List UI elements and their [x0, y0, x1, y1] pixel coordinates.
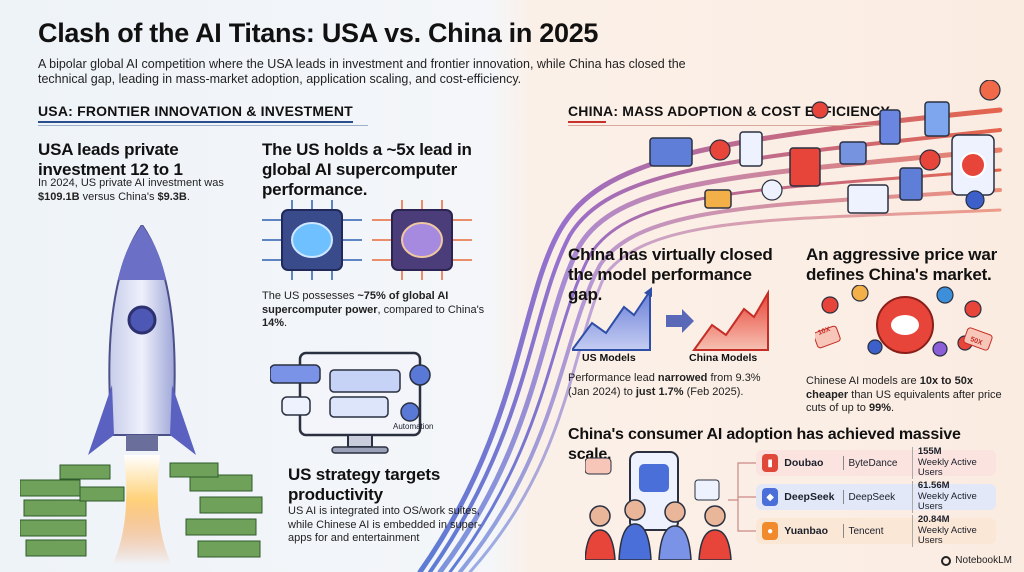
price-war-illustration [815, 285, 993, 357]
china-price-text: Chinese AI models are 10x to 50x cheaper… [806, 375, 1002, 414]
productivity-monitor-illustration [270, 351, 431, 454]
app-company: DeepSeek [848, 491, 896, 503]
cn-compute-share: 14% [262, 317, 285, 329]
rocket-illustration [20, 225, 263, 565]
app-name: Yuanbao [784, 525, 829, 537]
usa-compute-heading: The US holds a ~5x lead in global AI sup… [262, 140, 472, 199]
page-subtitle: A bipolar global AI competition where th… [38, 57, 686, 86]
deepseek-app-icon: ◆ [762, 488, 779, 506]
china-section-title: CHINA: MASS ADOPTION & COST EFFICIENCY [568, 103, 891, 123]
page-title: Clash of the AI Titans: USA vs. China in… [38, 18, 599, 48]
consumer-adoption-illustration [585, 451, 732, 560]
usa-strategy-heading: US strategy targets productivity [288, 465, 441, 504]
china-price-heading: An aggressive price war defines China's … [806, 245, 997, 284]
china-performance-heading: China has virtually closed the model per… [568, 245, 773, 304]
china-section-divider [568, 125, 898, 126]
brand-watermark: NotebookLM [941, 555, 1012, 566]
app-users: 155M Weekly Active Users [911, 447, 996, 479]
usa-section-title: USA: FRONTIER INNOVATION & INVESTMENT [38, 103, 353, 123]
device-icons-cloud [649, 80, 1001, 214]
app-row-doubao: ▮ Doubao ByteDance 155M Weekly Active Use… [756, 447, 996, 479]
notebooklm-logo-icon [941, 555, 952, 566]
us-models-label: US Models [582, 352, 636, 364]
usa-compute-text: The US possesses ~75% of global AI super… [262, 290, 485, 329]
usa-investment-text: In 2024, US private AI investment was $1… [38, 177, 224, 203]
app-users: 61.56M Weekly Active Users [911, 481, 996, 513]
app-name: DeepSeek [784, 491, 835, 503]
app-company: Tencent [848, 525, 884, 537]
china-models-label: China Models [689, 352, 758, 364]
app-name: Doubao [784, 457, 824, 469]
app-company: ByteDance [848, 457, 898, 469]
usa-section-divider [38, 125, 368, 126]
yuanbao-app-icon: ● [762, 522, 779, 540]
china-performance-text: Performance lead narrowed from 9.3% (Jan… [568, 372, 761, 398]
usa-strategy-text: US AI is integrated into OS/work suites,… [288, 505, 482, 544]
cn-investment-amount: $9.3B [157, 190, 187, 203]
automation-label: Automation [393, 422, 434, 431]
app-users: 20.84M Weekly Active Users [911, 515, 996, 547]
performance-chart-illustration [572, 287, 769, 351]
app-row-deepseek: ◆ DeepSeek DeepSeek 61.56M Weekly Active … [756, 481, 996, 513]
app-connector-lines [728, 462, 756, 532]
doubao-app-icon: ▮ [762, 454, 779, 472]
usa-investment-heading: USA leads private investment 12 to 1 [38, 140, 183, 179]
app-row-yuanbao: ● Yuanbao Tencent 20.84M Weekly Active Us… [756, 515, 996, 547]
us-investment-amount: $109.1B [38, 190, 80, 203]
chip-icons [262, 200, 472, 280]
